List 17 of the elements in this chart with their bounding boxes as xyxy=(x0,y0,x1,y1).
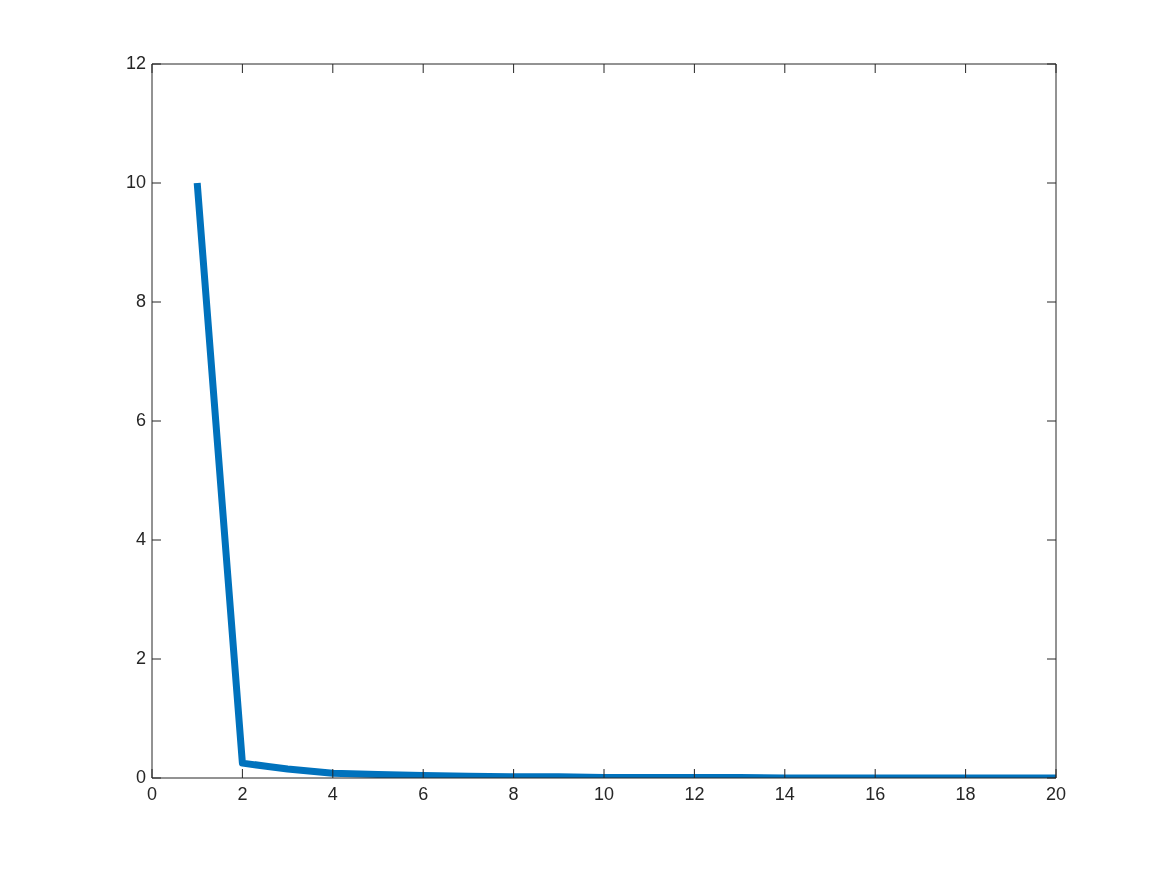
y-tick-label: 2 xyxy=(135,647,146,668)
x-tick-label: 10 xyxy=(593,783,615,804)
x-tick-label: 8 xyxy=(508,783,519,804)
x-tick-label: 14 xyxy=(774,783,795,804)
y-tick-label: 12 xyxy=(125,52,146,73)
y-tick-label: 6 xyxy=(135,409,146,430)
y-tick-label: 10 xyxy=(125,171,146,192)
y-tick-label: 0 xyxy=(135,766,146,787)
x-tick-label: 4 xyxy=(327,783,338,804)
x-tick-label: 6 xyxy=(418,783,429,804)
x-tick-label: 12 xyxy=(684,783,705,804)
y-tick-label: 4 xyxy=(135,528,146,549)
y-tick-label: 8 xyxy=(135,290,146,311)
x-tick-label: 18 xyxy=(955,783,976,804)
x-tick-label: 2 xyxy=(237,783,248,804)
x-tick-label: 20 xyxy=(1045,783,1067,804)
x-tick-label: 16 xyxy=(865,783,886,804)
